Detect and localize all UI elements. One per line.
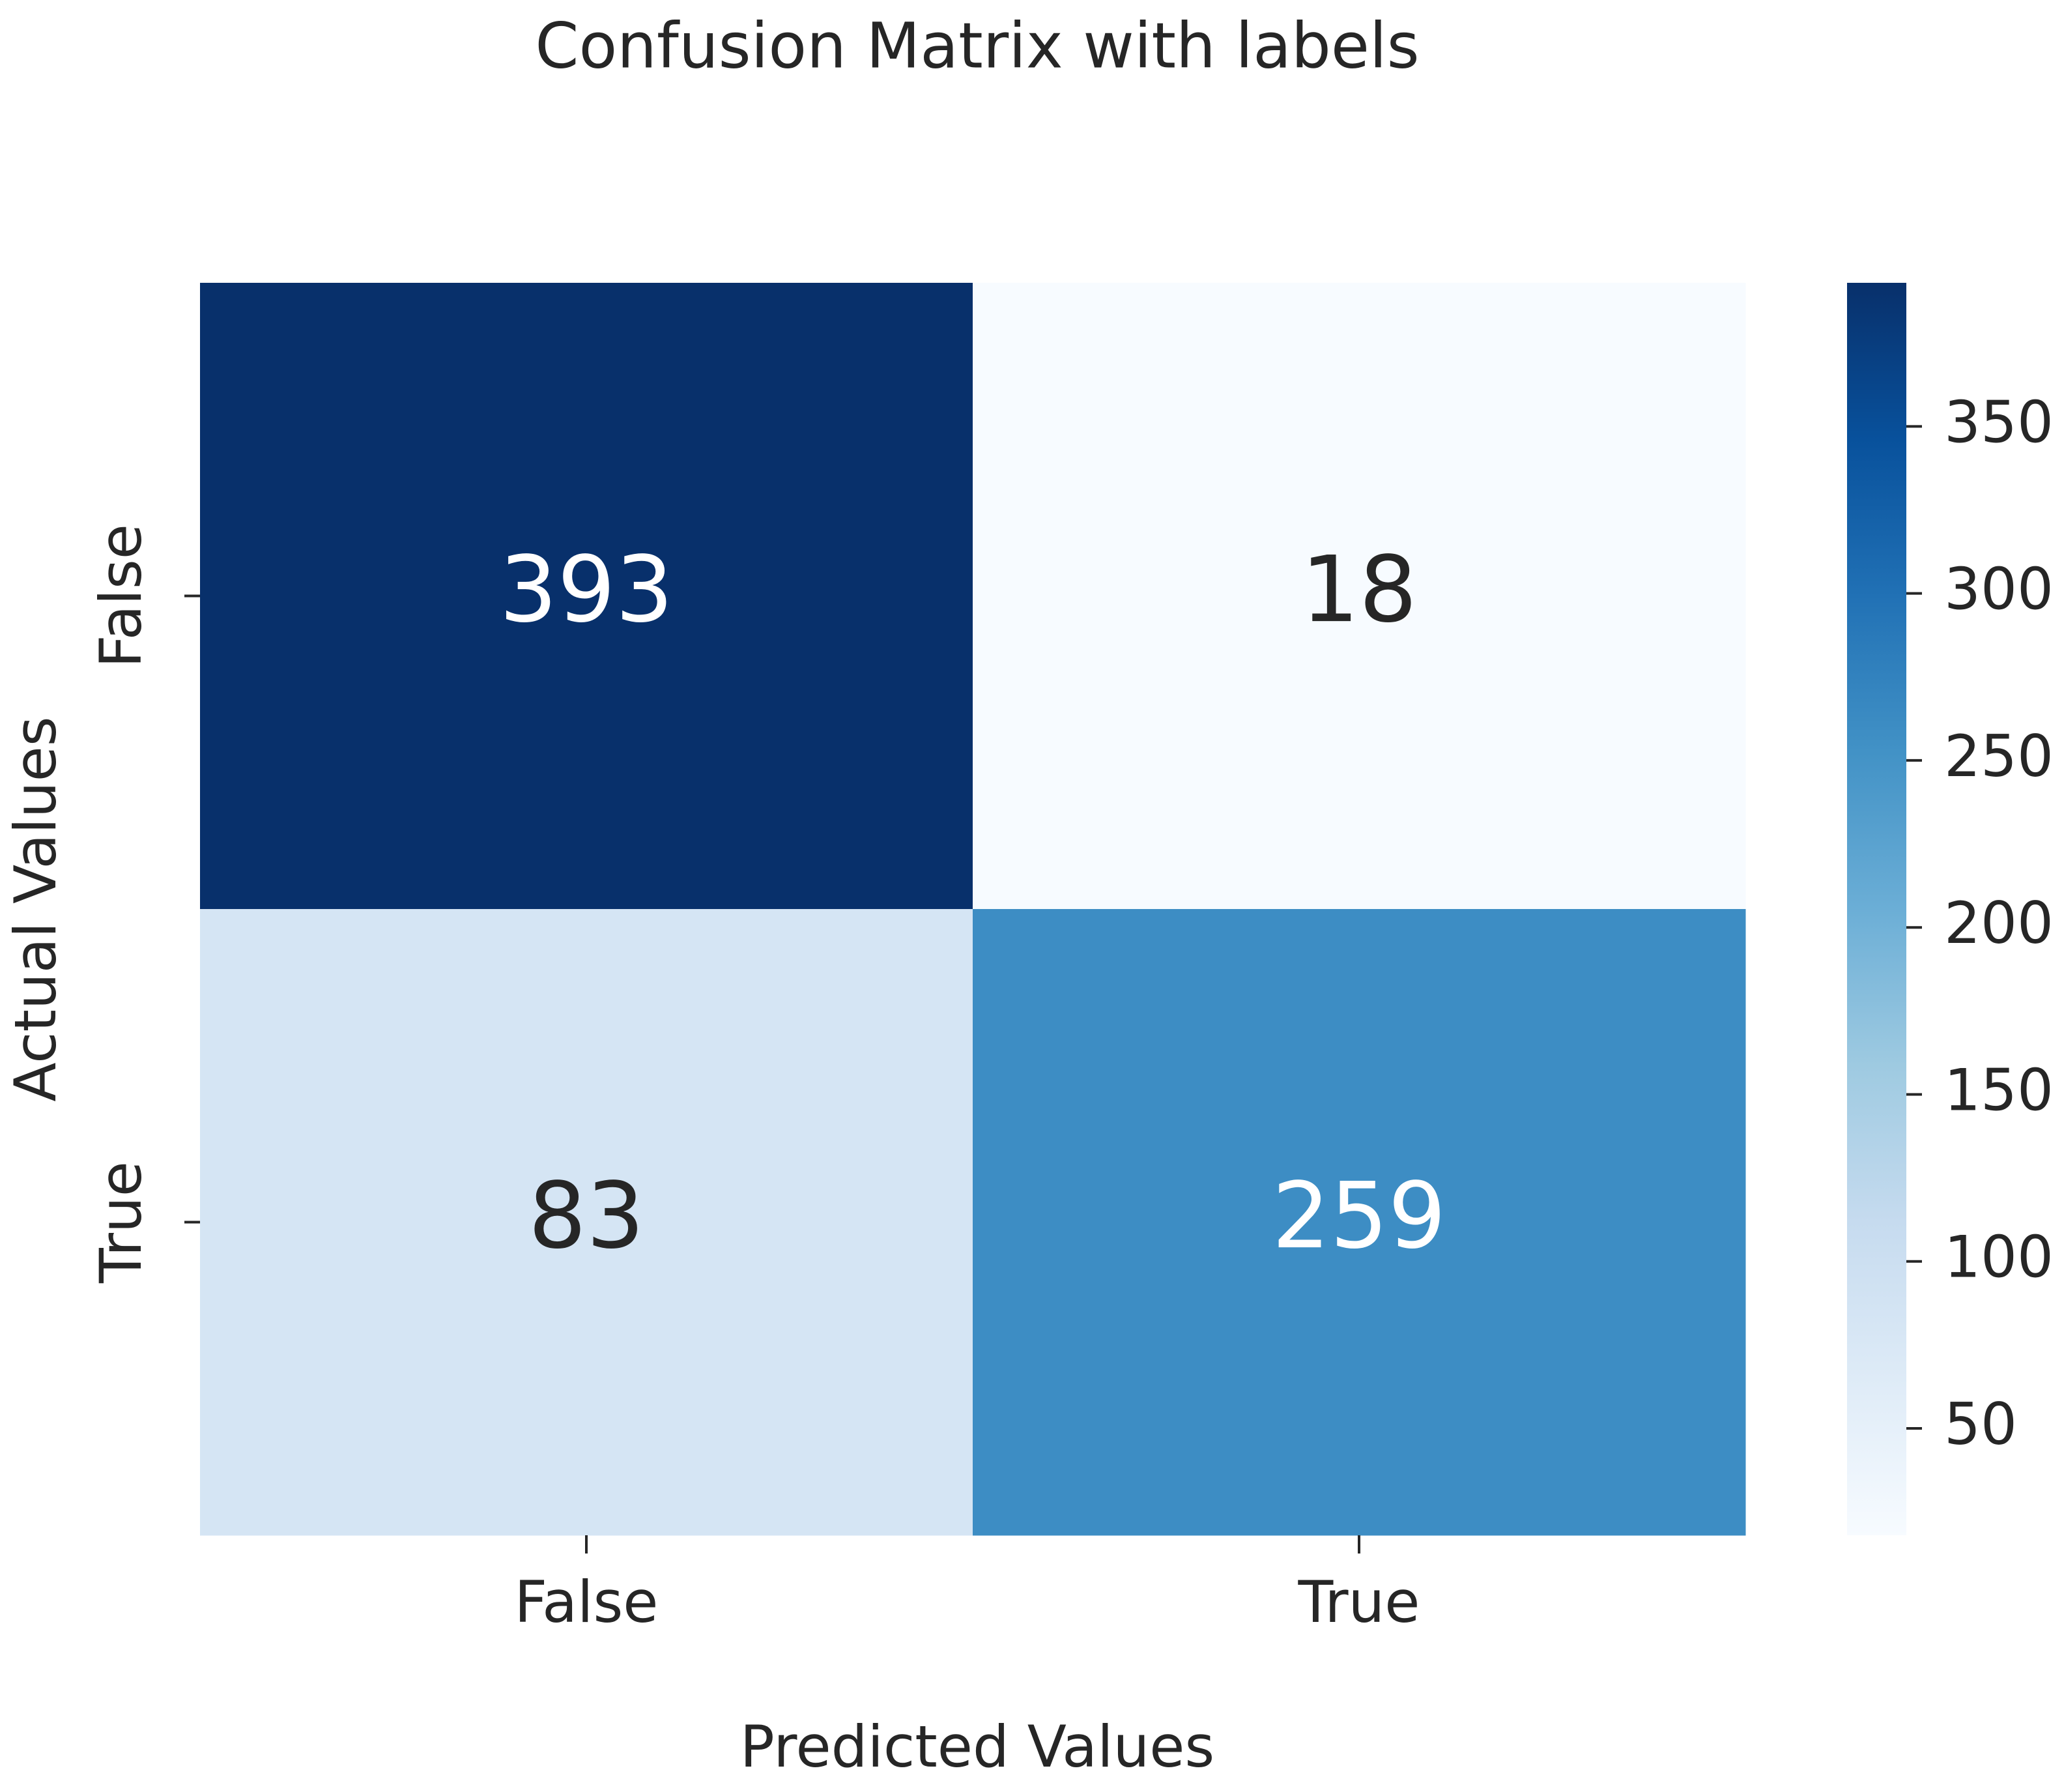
colorbar-tick-label: 250 <box>1944 723 2054 790</box>
heatmap-cell <box>200 283 973 910</box>
colorbar-tick-label: 300 <box>1944 556 2054 623</box>
chart-title: Confusion Matrix with labels <box>535 9 1419 82</box>
y-tick-label: False <box>87 524 154 668</box>
heatmap-cell <box>973 909 1746 1536</box>
colorbar-tick-label: 200 <box>1944 889 2054 957</box>
heatmap-cell <box>200 909 973 1536</box>
heatmap-cell <box>973 283 1746 910</box>
y-tick-label: True <box>87 1161 154 1284</box>
x-axis-label: Predicted Values <box>740 1713 1215 1780</box>
cell-label: 18 <box>1301 537 1417 643</box>
colorbar-tick-label: 350 <box>1944 388 2054 455</box>
cell-label: 393 <box>499 537 673 643</box>
x-tick-label: True <box>1298 1568 1420 1636</box>
x-tick-label: False <box>515 1568 659 1636</box>
y-axis-label: Actual Values <box>2 716 69 1101</box>
colorbar-tick-label: 50 <box>1944 1391 2017 1458</box>
cell-label: 259 <box>1272 1163 1446 1269</box>
colorbar-tick-label: 100 <box>1944 1224 2054 1291</box>
colorbar-tick-label: 150 <box>1944 1056 2054 1123</box>
colorbar <box>1847 283 1906 1535</box>
cell-label: 83 <box>528 1163 644 1269</box>
